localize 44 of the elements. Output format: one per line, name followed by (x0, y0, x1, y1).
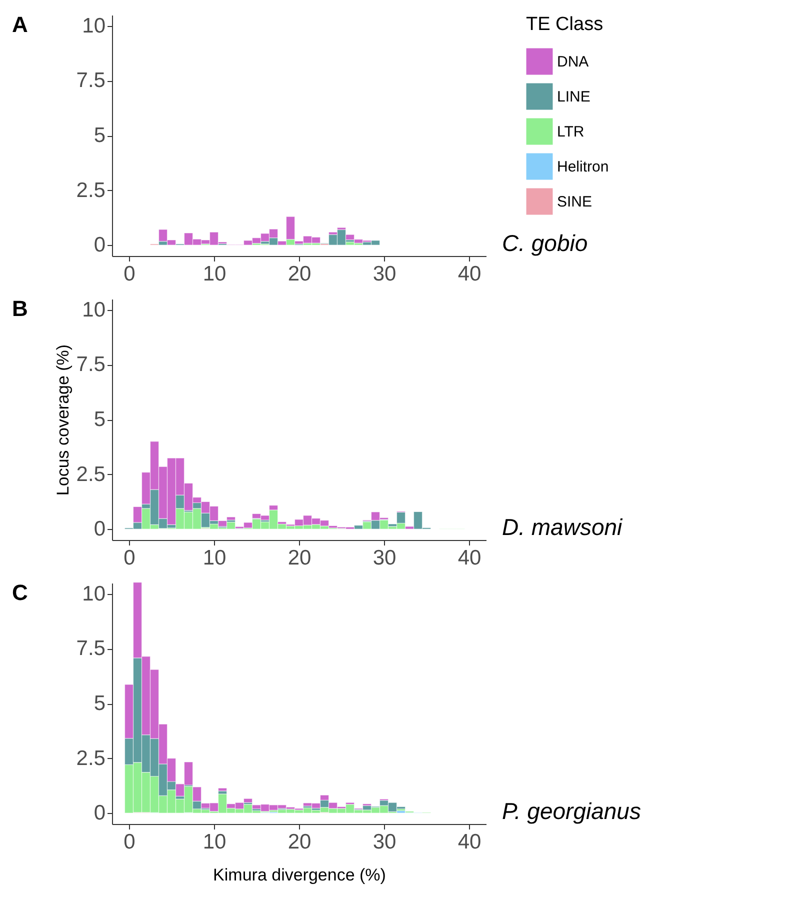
y-tick-label: 10 (82, 298, 106, 322)
y-tick-label: 10 (82, 14, 106, 38)
x-tick-label: 40 (458, 262, 482, 286)
y-tick-label: 5 (94, 124, 106, 147)
x-tick-label: 0 (124, 830, 136, 854)
y-tick-label: 2.5 (76, 746, 106, 770)
text: B (12, 296, 28, 321)
text: C (12, 580, 28, 605)
x-tick-label: 40 (458, 830, 482, 854)
legend-label: Helitron (557, 158, 609, 176)
y-tick-label: 7.5 (76, 353, 106, 376)
x-tick-label: 10 (202, 830, 226, 854)
y-tick-label: 10 (82, 582, 106, 606)
x-tick-label: 30 (372, 830, 396, 854)
x-tick-label: 20 (288, 262, 312, 286)
x-tick-label: 20 (288, 546, 312, 570)
legend-title: TE Class (526, 14, 604, 35)
y-tick-label: 7.5 (76, 69, 106, 92)
y-tick-label: 5 (94, 408, 106, 431)
legend-label: DNA (557, 54, 589, 70)
y-tick-label: 2.5 (76, 462, 106, 486)
text: D. mawsoni (502, 514, 624, 540)
x-tick-label: 30 (372, 546, 396, 570)
y-tick-label: 5 (94, 692, 106, 715)
y-tick-label: 7.5 (76, 637, 106, 660)
text: A (12, 12, 28, 37)
x-tick-label: 0 (124, 546, 136, 570)
y-axis-title: Locus coverage (%) (53, 344, 72, 496)
y-tick-label: 2.5 (76, 178, 106, 202)
legend-label: LINE (557, 88, 590, 106)
x-tick-label: 40 (458, 546, 482, 570)
text: C. gobio (502, 230, 588, 256)
y-tick-label: 0 (94, 802, 106, 825)
x-tick-label: 0 (124, 262, 136, 286)
legend-label: SINE (557, 194, 592, 210)
legend-label: LTR (557, 124, 584, 140)
x-tick-label: 30 (372, 262, 396, 286)
x-axis-title: Kimura divergence (%) (213, 866, 386, 884)
x-tick-label: 20 (288, 830, 312, 854)
y-tick-label: 0 (94, 518, 106, 541)
x-tick-label: 10 (202, 262, 226, 286)
x-tick-label: 10 (202, 546, 226, 570)
y-tick-label: 0 (94, 234, 106, 257)
text: P. georgianus (502, 798, 642, 824)
